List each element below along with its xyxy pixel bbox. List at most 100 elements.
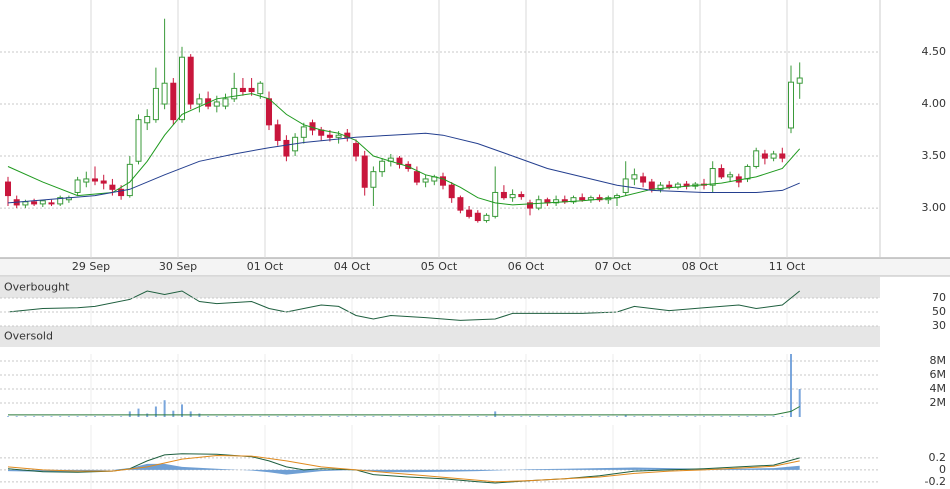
volume-bar: [798, 389, 801, 417]
candle-body: [666, 184, 673, 188]
volume-bar: [120, 416, 123, 417]
x-tick-label: 07 Oct: [595, 260, 632, 273]
volume-bar: [355, 416, 358, 417]
volume-bar: [389, 416, 392, 417]
candle-body: [422, 178, 429, 183]
candle-body: [187, 56, 194, 105]
volume-bar: [337, 416, 340, 417]
volume-bar: [459, 416, 462, 417]
candle-body: [353, 143, 360, 157]
candle-body: [266, 98, 273, 126]
volume-bar: [598, 416, 601, 417]
volume-bar: [650, 416, 653, 417]
volume-bar: [233, 416, 236, 417]
volume-bar: [529, 416, 532, 417]
candle-body: [744, 165, 751, 180]
volume-bar: [276, 416, 279, 417]
volume-bar: [442, 416, 445, 417]
volume-bar: [415, 416, 418, 417]
candle-body: [527, 202, 534, 209]
candle-body: [448, 184, 455, 199]
volume-bar: [624, 414, 627, 417]
y-tick-label: 70: [932, 291, 946, 304]
x-tick-label: 05 Oct: [421, 260, 458, 273]
volume-bar: [346, 416, 349, 417]
volume-bar: [59, 416, 62, 417]
volume-bar: [433, 416, 436, 417]
volume-bar: [259, 416, 262, 417]
volume-bar: [207, 416, 210, 417]
date-axis-band: [0, 258, 950, 276]
moving-average: [7, 132, 800, 204]
volume-bar: [189, 411, 192, 417]
candle-body: [640, 176, 647, 183]
volume-bar: [676, 416, 679, 417]
volume-bar: [94, 416, 97, 417]
volume-bar: [320, 416, 323, 417]
volume-bar: [789, 354, 792, 417]
volume-bar: [703, 416, 705, 417]
volume-bar: [502, 416, 505, 417]
volume-bar: [7, 416, 10, 417]
volume-bar: [15, 416, 18, 417]
volume-bar: [781, 416, 784, 417]
candle-body: [135, 119, 142, 162]
candle-body: [239, 87, 246, 93]
candle-body: [413, 171, 420, 183]
candle-body: [126, 163, 133, 197]
candle-body: [222, 98, 229, 107]
volume-bar: [154, 406, 157, 417]
volume-bar: [41, 416, 44, 417]
volume-bar: [572, 416, 575, 417]
candle-body: [787, 81, 794, 129]
volume-bar: [268, 416, 271, 417]
volume-bar: [111, 416, 114, 417]
candle-body: [622, 178, 629, 193]
candle-body: [31, 201, 38, 205]
volume-bar: [76, 416, 79, 417]
volume-bar: [163, 400, 166, 417]
volume-bar: [468, 416, 471, 417]
y-tick-label: 4M: [930, 382, 947, 395]
candle-body: [152, 87, 159, 121]
moving-average: [7, 93, 801, 206]
volume-bar: [407, 416, 410, 417]
volume-bar: [24, 416, 27, 417]
candle-body: [718, 168, 725, 178]
rsi-line: [7, 290, 801, 321]
volume-bar: [381, 416, 384, 417]
candle-body: [213, 101, 220, 107]
candle-body: [100, 180, 107, 184]
volume-bar: [241, 416, 244, 417]
zone-label: Oversold: [4, 330, 53, 343]
candle-body: [74, 179, 81, 193]
candle-body: [39, 200, 46, 205]
volume-bar: [616, 416, 619, 417]
volume-bar: [729, 416, 732, 417]
candle-body: [370, 171, 377, 188]
candle-body: [709, 168, 716, 186]
candle-body: [509, 194, 516, 199]
volume-bar: [215, 416, 218, 417]
candle-body: [579, 197, 586, 201]
candle-body: [22, 201, 29, 206]
candle-body: [770, 153, 777, 159]
volume-bar: [555, 416, 558, 417]
candle-body: [457, 197, 464, 211]
volume-bar: [476, 416, 479, 417]
volume-bar: [694, 416, 697, 417]
y-tick-label: 4.50: [922, 45, 947, 58]
volume-bar: [494, 411, 497, 417]
candle-body: [170, 82, 177, 121]
volume-bar: [224, 416, 227, 417]
y-tick-label: 3.00: [922, 201, 947, 214]
candle-body: [248, 87, 255, 93]
candle-body: [631, 174, 638, 180]
volume-bar: [642, 416, 645, 417]
volume-bar: [372, 416, 375, 417]
x-tick-label: 01 Oct: [247, 260, 284, 273]
x-tick-label: 30 Sep: [159, 260, 197, 273]
y-tick-label: 8M: [930, 354, 947, 367]
volume-bar: [772, 416, 775, 417]
